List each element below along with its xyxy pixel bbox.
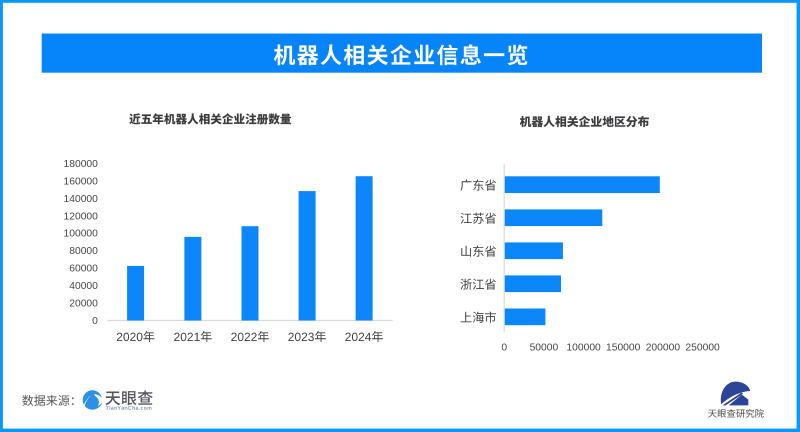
svg-text:0: 0 bbox=[501, 343, 507, 354]
svg-text:0: 0 bbox=[92, 316, 98, 327]
svg-text:40000: 40000 bbox=[69, 281, 98, 292]
svg-text:100000: 100000 bbox=[566, 343, 601, 354]
svg-text:200000: 200000 bbox=[646, 343, 681, 354]
svg-text:100000: 100000 bbox=[64, 229, 99, 240]
svg-text:50000: 50000 bbox=[530, 343, 559, 354]
svg-text:60000: 60000 bbox=[69, 264, 98, 275]
svg-text:140000: 140000 bbox=[64, 194, 99, 205]
svg-text:20000: 20000 bbox=[69, 299, 98, 310]
svg-text:160000: 160000 bbox=[64, 176, 99, 187]
svg-text:120000: 120000 bbox=[64, 211, 99, 222]
svg-text:80000: 80000 bbox=[69, 246, 98, 257]
svg-text:180000: 180000 bbox=[64, 159, 99, 170]
svg-text:250000: 250000 bbox=[685, 343, 720, 354]
svg-text:150000: 150000 bbox=[606, 343, 641, 354]
